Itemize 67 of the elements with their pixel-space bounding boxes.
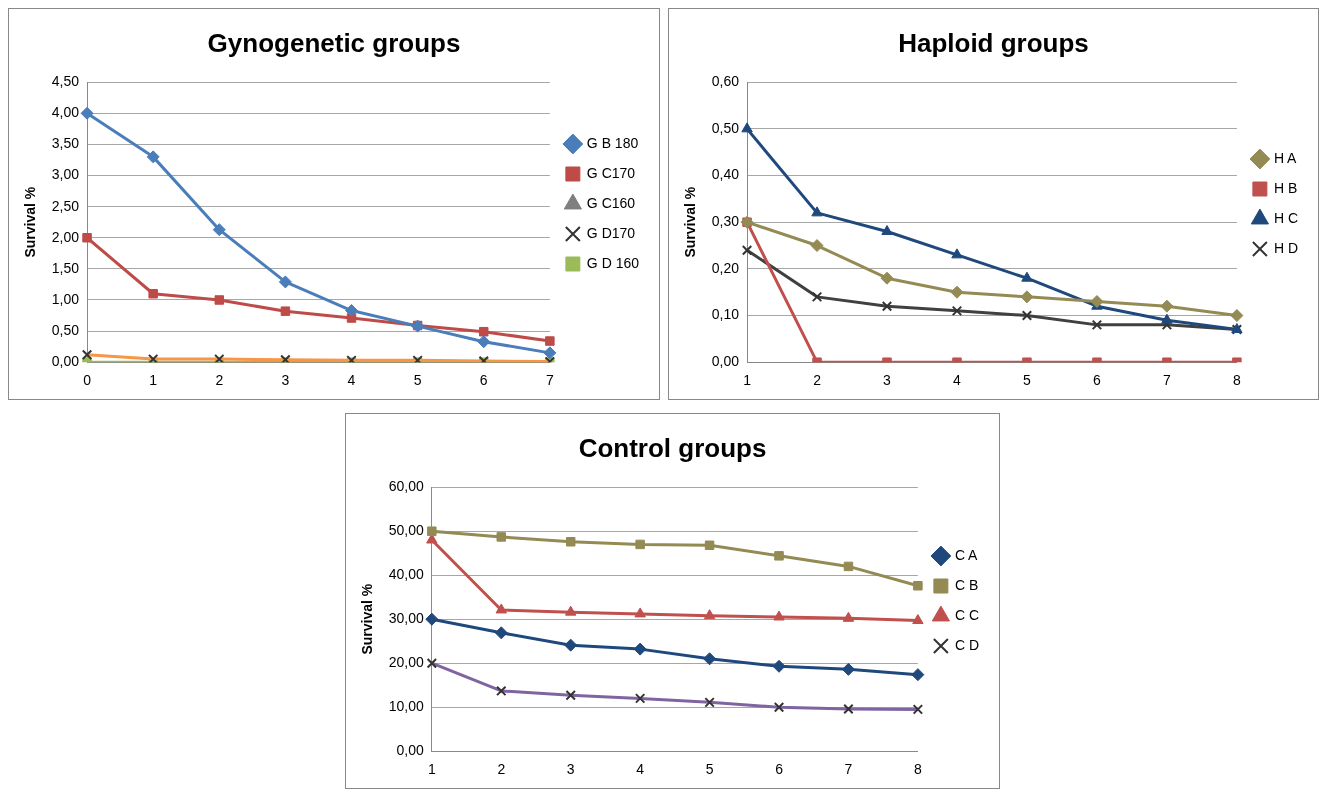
- y-tick-label: 0,50: [51, 321, 80, 338]
- legend-label: H A: [1273, 149, 1298, 166]
- y-tick-label: 0,10: [711, 306, 740, 323]
- legend-label: C B: [954, 576, 979, 593]
- x-tick-label: 5: [413, 372, 422, 389]
- x-tick-label: 1: [427, 761, 436, 778]
- legend-label: G B 180: [586, 134, 639, 151]
- x-tick-label: 1: [149, 372, 158, 389]
- y-axis-title: Survival %: [359, 583, 376, 655]
- y-tick-label: 0,30: [711, 213, 740, 230]
- y-tick-label: 2,50: [51, 197, 80, 214]
- x-tick-label: 3: [883, 372, 892, 389]
- y-tick-label: 0,00: [51, 353, 80, 370]
- legend-label: G C160: [586, 194, 636, 211]
- x-tick-label: 5: [705, 761, 714, 778]
- x-tick-label: 4: [953, 372, 962, 389]
- y-axis-title: Survival %: [682, 186, 699, 258]
- legend-label: G D170: [586, 224, 636, 241]
- x-tick-label: 7: [844, 761, 853, 778]
- y-tick-label: 60,00: [388, 478, 425, 495]
- y-tick-label: 2,00: [51, 228, 80, 245]
- legend-label: H C: [1273, 209, 1299, 226]
- y-tick-label: 0,60: [711, 73, 740, 90]
- y-tick-label: 0,00: [711, 353, 740, 370]
- y-tick-label: 0,50: [711, 119, 740, 136]
- y-tick-label: 40,00: [388, 566, 425, 583]
- y-axis-title: Survival %: [22, 186, 39, 258]
- y-tick-label: 0,40: [711, 166, 740, 183]
- y-tick-label: 10,00: [388, 698, 425, 715]
- y-tick-label: 3,50: [51, 135, 80, 152]
- x-tick-label: 2: [215, 372, 224, 389]
- x-tick-label: 2: [497, 761, 506, 778]
- x-tick-label: 3: [566, 761, 575, 778]
- x-tick-label: 3: [281, 372, 290, 389]
- y-tick-label: 1,00: [51, 290, 80, 307]
- y-tick-label: 0,20: [711, 259, 740, 276]
- chart-title: Control groups: [578, 432, 767, 463]
- y-tick-label: 1,50: [51, 259, 80, 276]
- x-tick-label: 1: [743, 372, 752, 389]
- y-tick-label: 4,00: [51, 104, 80, 121]
- y-tick-label: 3,00: [51, 166, 80, 183]
- legend-label: H B: [1273, 179, 1298, 196]
- x-tick-label: 6: [479, 372, 488, 389]
- legend-label: C C: [954, 606, 980, 623]
- y-tick-label: 0,00: [396, 742, 425, 759]
- y-tick-label: 20,00: [388, 654, 425, 671]
- x-tick-label: 4: [347, 372, 356, 389]
- x-tick-label: 2: [813, 372, 822, 389]
- y-tick-label: 30,00: [388, 610, 425, 627]
- legend-label: G D 160: [586, 254, 640, 271]
- x-tick-label: 7: [545, 372, 554, 389]
- legend-label: G C170: [586, 164, 636, 181]
- legend-label: C D: [954, 636, 980, 653]
- x-tick-label: 8: [1232, 372, 1241, 389]
- x-tick-label: 6: [775, 761, 784, 778]
- y-tick-label: 4,50: [51, 73, 80, 90]
- x-tick-label: 4: [636, 761, 645, 778]
- x-tick-label: 0: [83, 372, 92, 389]
- chart-title: Haploid groups: [898, 27, 1089, 58]
- legend-label: C A: [954, 546, 979, 563]
- chart-title: Gynogenetic groups: [207, 27, 461, 58]
- x-tick-label: 7: [1163, 372, 1172, 389]
- legend-label: H D: [1273, 239, 1299, 256]
- x-tick-label: 8: [913, 761, 922, 778]
- x-tick-label: 6: [1093, 372, 1102, 389]
- y-tick-label: 50,00: [388, 522, 425, 539]
- x-tick-label: 5: [1023, 372, 1032, 389]
